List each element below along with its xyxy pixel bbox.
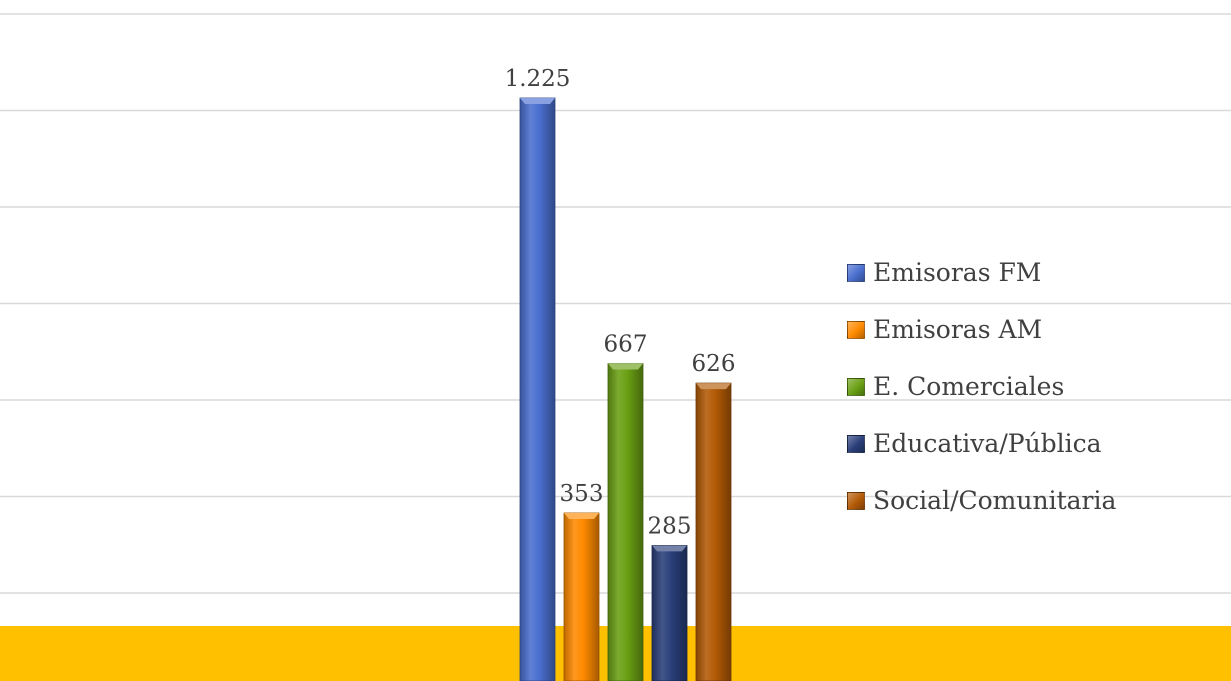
bar-cap-social-comunitaria [696,383,731,390]
legend-label-social-comunitaria: Social/Comunitaria [873,486,1117,515]
legend-item-emisoras-am: Emisoras AM [847,301,1116,358]
bar-e-comerciales [607,363,644,681]
bar-cap-emisoras-am [564,513,599,520]
legend-swatch-emisoras-am [847,320,865,339]
data-label-social-comunitaria: 626 [692,351,736,377]
legend-item-emisoras-fm: Emisoras FM [847,244,1116,301]
data-label-emisoras-fm: 1.225 [505,66,571,92]
bar-emisoras-am [563,512,600,681]
legend-label-emisoras-am: Emisoras AM [873,315,1043,344]
legend-item-educativa-publica: Educativa/Pública [847,415,1116,472]
legend-label-emisoras-fm: Emisoras FM [873,258,1042,287]
bar-cap-emisoras-fm [520,98,555,104]
legend-item-e-comerciales: E. Comerciales [847,358,1116,415]
legend-swatch-e-comerciales [847,377,865,396]
bar-social-comunitaria [695,382,732,681]
bar-emisoras-fm [519,97,556,681]
legend-swatch-social-comunitaria [847,491,865,510]
legend-label-e-comerciales: E. Comerciales [873,372,1065,401]
legend-swatch-emisoras-fm [847,263,865,282]
bar-cap-educativa-publica [652,545,687,552]
data-label-educativa-publica: 285 [648,513,692,539]
bar-educativa-publica [651,545,688,681]
bar-cap-e-comerciales [608,363,643,370]
legend-label-educativa-publica: Educativa/Pública [873,429,1102,458]
data-label-e-comerciales: 667 [604,332,648,358]
data-label-emisoras-am: 353 [560,481,604,507]
legend-item-social-comunitaria: Social/Comunitaria [847,472,1116,529]
legend: Emisoras FM Emisoras AM E. Comerciales E… [847,244,1116,529]
legend-swatch-educativa-publica [847,434,865,453]
